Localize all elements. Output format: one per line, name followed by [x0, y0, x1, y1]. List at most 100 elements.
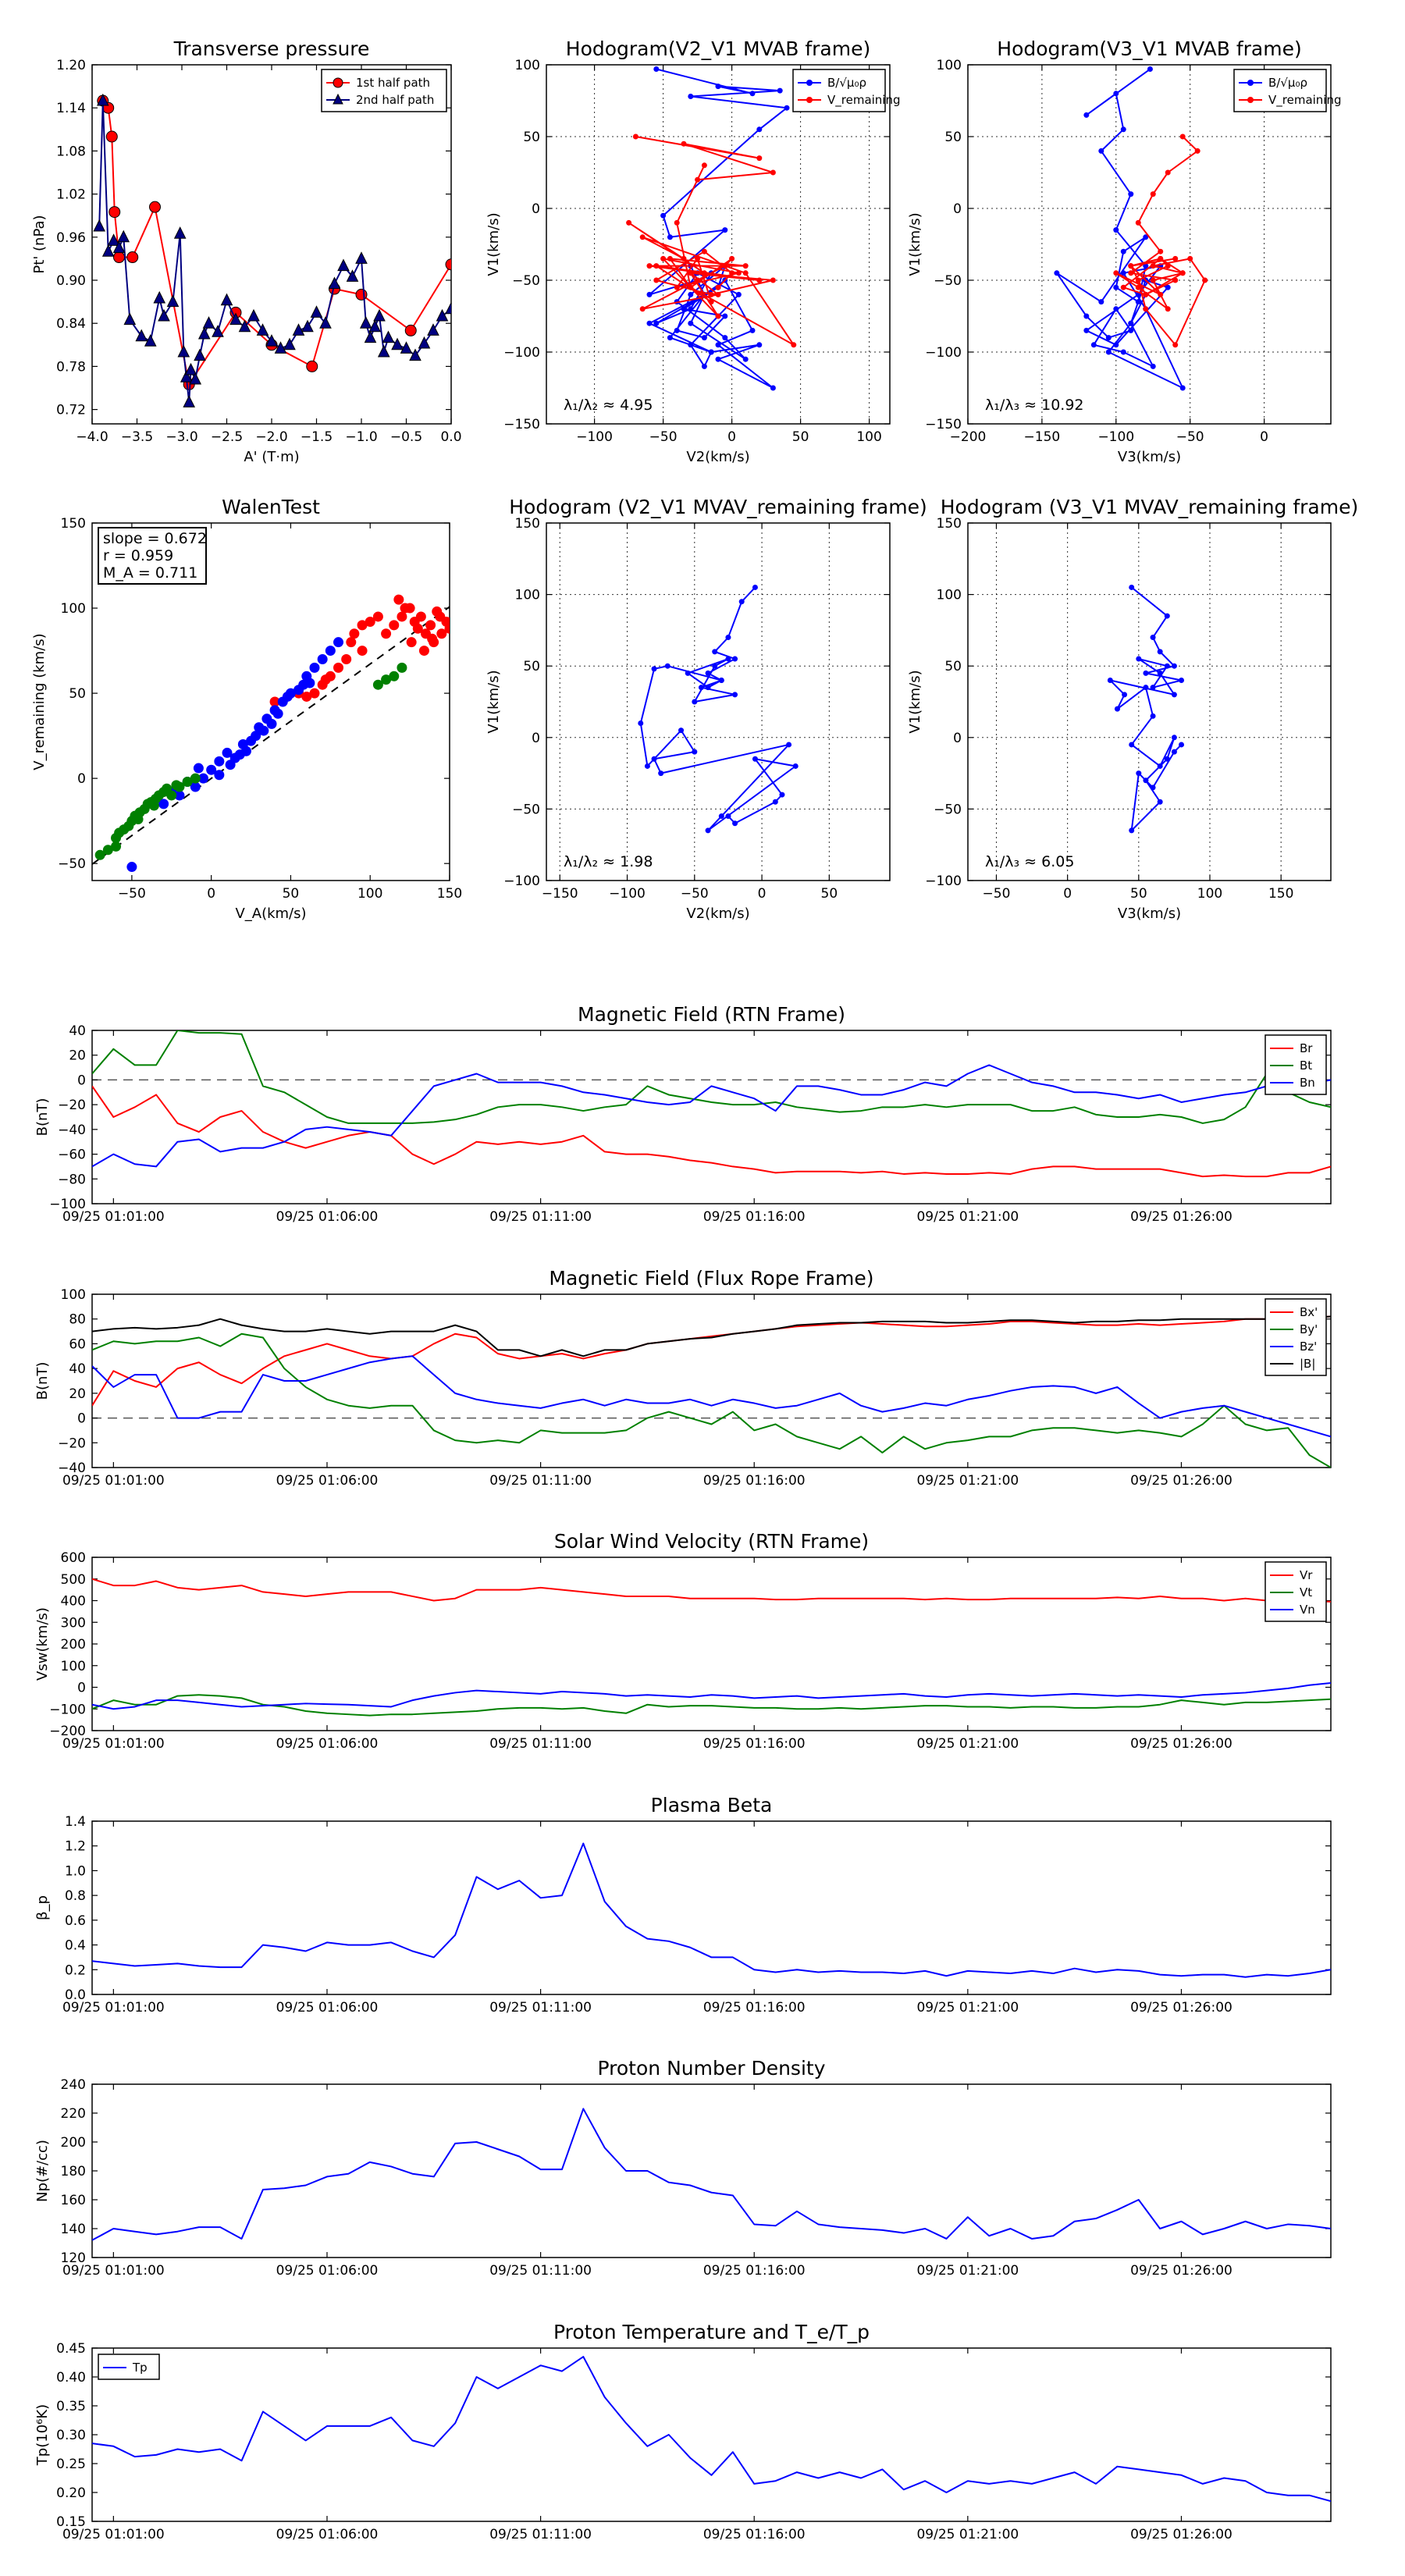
- marker-dot: [1143, 263, 1149, 269]
- scatter-point-red: [435, 611, 446, 622]
- marker-dot: [667, 335, 673, 341]
- x-tick-label: −100: [1097, 429, 1134, 445]
- marker-triangle: [310, 305, 323, 318]
- panel-magrtn: 09/25 01:01:00 09/25 01:06:00 09/25 01:11:…: [34, 1003, 1332, 1225]
- x-tick-label: 09/25 01:01:00: [62, 2263, 165, 2279]
- x-tick-label: 0: [758, 886, 767, 902]
- marker-dot: [667, 255, 673, 262]
- x-tick-label: −50: [1176, 429, 1204, 445]
- scatter-point-green: [133, 813, 144, 824]
- marker-dot: [653, 263, 660, 269]
- x-tick-label: −50: [983, 886, 1011, 902]
- y-tick-label: 500: [61, 1572, 86, 1588]
- y-tick-label: 50: [523, 659, 540, 674]
- marker-dot: [1150, 785, 1156, 791]
- data-area: [92, 1842, 1331, 1978]
- marker-dot: [1165, 169, 1171, 176]
- chart-title: Hodogram(V3_V1 MVAB frame): [997, 37, 1301, 60]
- x-tick-label: 50: [792, 429, 809, 445]
- marker-dot: [1128, 320, 1134, 326]
- stats-line: slope = 0.672: [103, 530, 207, 547]
- marker-dot: [729, 270, 735, 276]
- marker-triangle: [197, 326, 211, 340]
- legend-label: V_remaining: [1268, 93, 1342, 108]
- marker-dot: [1150, 263, 1156, 269]
- x-axis-label: V2(km/s): [686, 449, 749, 465]
- y-tick-label: −100: [503, 345, 540, 361]
- series-line-Bx': [92, 1315, 1331, 1407]
- y-tick-label: −20: [58, 1436, 86, 1451]
- marker-dot: [1143, 685, 1149, 691]
- scatter-point-red: [425, 620, 436, 631]
- marker-dot: [738, 599, 745, 605]
- scatter-point-red: [415, 611, 426, 622]
- chart-title: Proton Temperature and T_e/T_p: [553, 2321, 870, 2343]
- marker-dot: [1113, 284, 1119, 290]
- marker-dot: [715, 342, 721, 348]
- marker-dot: [667, 234, 673, 240]
- y-axis-label: β_p: [34, 1895, 51, 1920]
- marker-dot: [749, 327, 756, 333]
- y-axis-label: B(nT): [34, 1098, 51, 1137]
- marker-dot: [681, 306, 687, 312]
- scatter-point-blue: [214, 770, 225, 781]
- series-line-Bn: [92, 1064, 1331, 1168]
- marker-dot: [1113, 91, 1119, 97]
- scatter-point-blue: [258, 725, 269, 736]
- y-tick-label: 0: [77, 1411, 86, 1427]
- marker-triangle: [189, 372, 202, 385]
- marker-dot: [1147, 66, 1153, 73]
- series-line-Vr: [92, 1578, 1331, 1603]
- x-tick-label: 09/25 01:06:00: [276, 1736, 379, 1752]
- x-tick-label: 09/25 01:16:00: [703, 1209, 806, 1225]
- panel-h1: −100 −50 0 50 100 −150 −100 −50 0 50 100 Hodogram(V…: [486, 37, 901, 465]
- marker-dot: [688, 306, 694, 312]
- marker-dot: [729, 255, 735, 262]
- marker-dot: [722, 335, 728, 341]
- marker-dot: [1171, 692, 1177, 698]
- marker-dot: [1179, 742, 1185, 748]
- marker-dot: [1150, 191, 1156, 197]
- y-tick-label: 100: [515, 58, 540, 73]
- y-tick-label: 400: [61, 1594, 86, 1610]
- marker-dot: [1128, 327, 1134, 333]
- x-tick-label: 09/25 01:01:00: [62, 1736, 165, 1752]
- axes-frame: [91, 522, 450, 881]
- fit-line: [92, 606, 450, 865]
- y-tick-label: 100: [61, 601, 86, 617]
- scatter-point-green: [372, 679, 383, 690]
- marker-triangle: [418, 336, 431, 349]
- x-tick-label: −3.5: [121, 429, 153, 445]
- legend-label: |B|: [1300, 1357, 1315, 1371]
- marker-dot: [770, 385, 776, 391]
- y-tick-label: 80: [69, 1312, 86, 1328]
- scatter-point-red: [389, 620, 400, 631]
- x-tick-label: 09/25 01:16:00: [703, 2263, 806, 2279]
- marker-dot: [708, 299, 714, 305]
- legend-label: 2nd half path: [356, 93, 434, 107]
- scatter-point-green: [397, 662, 407, 673]
- x-tick-label: 100: [1197, 886, 1222, 902]
- legend-box: [792, 69, 886, 112]
- marker-dot: [708, 291, 714, 297]
- marker-triangle: [173, 226, 187, 239]
- marker-dot: [1120, 126, 1126, 133]
- marker-dot: [1165, 306, 1171, 312]
- scatter-point-red: [397, 611, 407, 622]
- marker-dot: [715, 84, 721, 90]
- legend-label: 1st half path: [356, 76, 430, 90]
- x-tick-label: 09/25 01:11:00: [489, 1736, 592, 1752]
- x-axis-label: V3(km/s): [1118, 906, 1181, 922]
- marker-dot: [777, 87, 783, 94]
- series-line-V_remaining: [1115, 136, 1206, 346]
- marker-dot: [1171, 749, 1177, 755]
- marker-triangle: [337, 258, 350, 272]
- x-axis-label: V3(km/s): [1118, 449, 1181, 465]
- ratio-annotation: λ₁/λ₃ ≈ 10.92: [985, 397, 1084, 414]
- marker-triangle: [377, 344, 390, 358]
- y-tick-label: 0.8: [65, 1888, 86, 1904]
- legend-box: [321, 69, 447, 112]
- marker-triangle: [436, 308, 449, 322]
- x-tick-label: −0.5: [390, 429, 422, 445]
- y-tick-label: 1.0: [65, 1863, 86, 1879]
